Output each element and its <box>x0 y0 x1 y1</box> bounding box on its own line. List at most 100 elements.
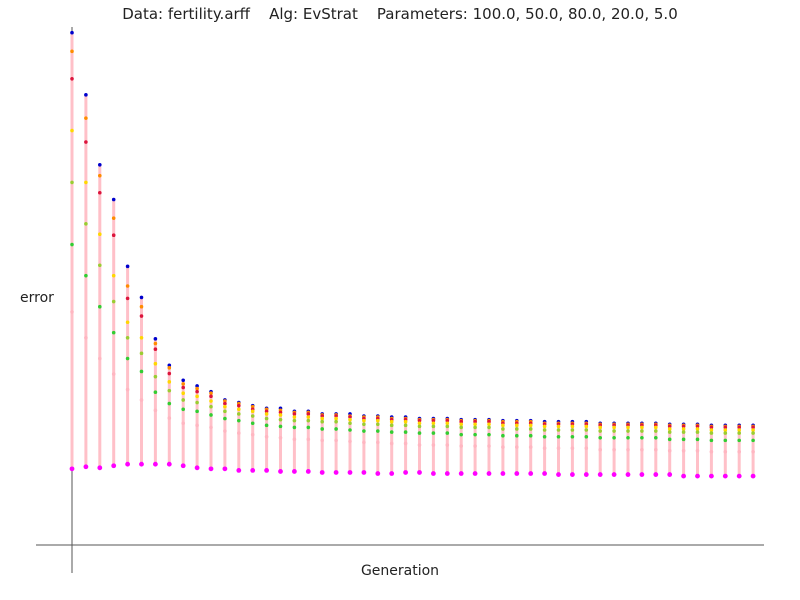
data-point <box>598 425 602 430</box>
data-point <box>209 391 213 396</box>
data-point <box>667 424 672 429</box>
data-point <box>417 443 422 447</box>
data-point <box>209 399 213 403</box>
data-point <box>709 431 714 435</box>
data-point <box>98 162 102 167</box>
data-point <box>264 416 269 421</box>
data-point <box>667 448 672 453</box>
data-point <box>223 399 227 403</box>
data-point <box>195 389 199 394</box>
data-point <box>84 140 88 144</box>
data-point <box>487 432 491 437</box>
data-point <box>125 336 130 340</box>
data-point <box>473 425 477 430</box>
data-point <box>278 417 283 422</box>
data-point <box>515 445 519 449</box>
data-point <box>70 128 74 133</box>
data-point <box>195 423 199 428</box>
data-marks <box>69 30 756 479</box>
data-point <box>501 427 505 431</box>
data-point <box>515 427 519 431</box>
data-point <box>723 438 728 443</box>
data-point <box>376 418 380 423</box>
data-point <box>194 465 200 471</box>
data-point <box>250 409 255 414</box>
data-point <box>181 382 185 386</box>
data-point <box>737 438 741 443</box>
data-point <box>111 372 116 376</box>
data-point <box>501 433 505 438</box>
data-point <box>84 222 88 226</box>
data-point <box>153 361 158 366</box>
data-point <box>501 445 505 449</box>
data-point <box>111 463 117 469</box>
data-point <box>69 466 75 472</box>
data-point <box>84 116 88 120</box>
data-point <box>208 466 214 472</box>
data-point <box>459 422 464 427</box>
data-point <box>695 424 700 429</box>
data-point <box>445 418 450 423</box>
data-point <box>111 216 116 220</box>
data-point <box>709 425 714 430</box>
data-point <box>125 284 130 288</box>
data-point <box>667 427 672 431</box>
data-point <box>334 427 338 431</box>
data-point <box>556 428 561 432</box>
data-point <box>528 445 533 449</box>
data-point <box>626 425 630 430</box>
data-point <box>528 433 533 438</box>
data-point <box>417 431 422 435</box>
chart-title: Data: fertility.arff Alg: EvStrat Parame… <box>122 5 678 23</box>
data-point <box>348 417 352 422</box>
data-point <box>431 424 436 429</box>
data-point <box>195 386 199 391</box>
data-point <box>375 471 381 476</box>
data-point <box>751 438 755 443</box>
data-point <box>70 30 74 35</box>
data-point <box>334 414 338 418</box>
data-point <box>556 434 561 439</box>
data-point <box>639 472 645 477</box>
data-point <box>278 413 283 417</box>
data-point <box>223 416 227 421</box>
data-point <box>306 418 311 423</box>
data-point <box>487 419 491 424</box>
data-point <box>403 423 408 428</box>
data-point <box>320 416 325 421</box>
data-point <box>98 263 102 268</box>
data-point <box>737 431 741 435</box>
data-point <box>292 412 297 416</box>
data-point <box>70 242 74 247</box>
data-point <box>237 412 241 416</box>
data-point <box>445 431 450 435</box>
data-point <box>376 429 380 433</box>
data-point <box>209 404 213 409</box>
data-point <box>125 461 130 467</box>
data-point <box>444 471 450 476</box>
data-point <box>305 469 311 474</box>
data-point <box>153 390 158 394</box>
data-point <box>514 471 520 476</box>
data-point <box>417 421 422 426</box>
data-point <box>458 471 464 476</box>
data-point <box>556 472 561 477</box>
data-point <box>695 430 700 434</box>
data-point <box>250 468 256 473</box>
data-point <box>362 440 366 445</box>
data-point <box>125 320 130 325</box>
data-point <box>654 447 658 452</box>
data-point <box>695 448 700 453</box>
data-point <box>598 447 602 452</box>
data-point <box>223 409 227 414</box>
data-point <box>723 449 728 454</box>
data-point <box>347 470 353 475</box>
data-point <box>695 427 700 431</box>
data-point <box>417 470 422 475</box>
data-point <box>292 418 297 423</box>
data-point <box>681 448 686 453</box>
data-point <box>153 374 158 379</box>
data-point <box>598 429 602 433</box>
data-point <box>319 470 325 475</box>
data-point <box>556 446 561 450</box>
